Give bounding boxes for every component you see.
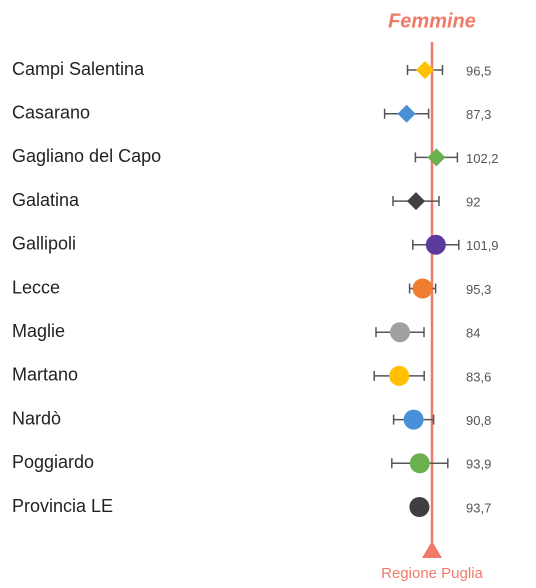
marker bbox=[425, 234, 446, 255]
marker bbox=[407, 192, 425, 211]
value-label: 102,2 bbox=[466, 151, 499, 166]
value-label: 83,6 bbox=[466, 369, 491, 384]
marker bbox=[403, 409, 424, 430]
value-label: 84 bbox=[466, 326, 480, 341]
marker bbox=[389, 365, 410, 386]
reference-label: Regione Puglia bbox=[381, 565, 483, 582]
marker bbox=[409, 453, 430, 474]
chart-title: Femmine bbox=[388, 10, 476, 32]
value-label: 93,9 bbox=[466, 457, 491, 472]
category-label: Gagliano del Capo bbox=[12, 146, 161, 166]
category-label: Casarano bbox=[12, 102, 90, 122]
category-label: Nardò bbox=[12, 408, 61, 428]
value-label: 90,8 bbox=[466, 413, 491, 428]
marker bbox=[412, 278, 433, 299]
category-label: Poggiardo bbox=[12, 452, 94, 472]
value-label: 87,3 bbox=[466, 107, 491, 122]
value-label: 93,7 bbox=[466, 500, 491, 515]
marker bbox=[416, 61, 434, 79]
category-label: Galatina bbox=[12, 190, 80, 210]
category-label: Campi Salentina bbox=[12, 59, 145, 79]
category-label: Martano bbox=[12, 365, 78, 385]
category-label: Lecce bbox=[12, 277, 60, 297]
reference-marker bbox=[422, 541, 442, 558]
category-label: Gallipoli bbox=[12, 234, 76, 254]
category-label: Maglie bbox=[12, 321, 65, 341]
value-label: 92 bbox=[466, 195, 480, 210]
value-label: 101,9 bbox=[466, 238, 499, 253]
marker bbox=[427, 148, 446, 167]
value-label: 96,5 bbox=[466, 63, 491, 78]
value-label: 95,3 bbox=[466, 282, 491, 297]
marker bbox=[409, 497, 430, 517]
marker bbox=[397, 104, 416, 123]
marker bbox=[390, 322, 410, 343]
category-label: Provincia LE bbox=[12, 496, 113, 516]
